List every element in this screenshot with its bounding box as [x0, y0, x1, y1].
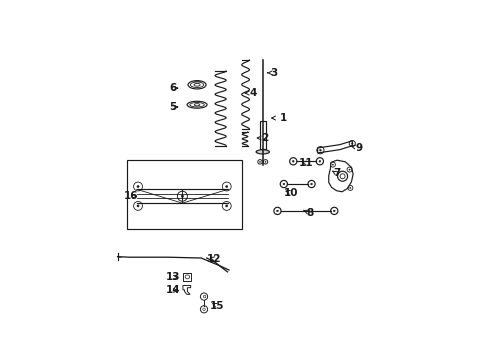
Ellipse shape [349, 169, 350, 170]
Text: 11: 11 [299, 158, 313, 168]
Text: 14: 14 [166, 285, 180, 296]
Text: 4: 4 [245, 88, 256, 98]
Ellipse shape [137, 205, 139, 207]
Ellipse shape [276, 210, 278, 212]
Text: 13: 13 [166, 273, 180, 283]
Text: 15: 15 [210, 301, 224, 311]
Text: 10: 10 [284, 188, 298, 198]
Text: 6: 6 [170, 83, 177, 93]
Ellipse shape [259, 161, 261, 162]
Text: 8: 8 [303, 208, 314, 218]
Ellipse shape [283, 183, 285, 185]
Ellipse shape [333, 210, 335, 212]
Ellipse shape [137, 185, 139, 188]
Ellipse shape [311, 183, 313, 185]
Text: 9: 9 [351, 143, 363, 153]
Text: 2: 2 [257, 133, 269, 143]
Ellipse shape [293, 161, 294, 162]
Text: 1: 1 [271, 113, 288, 123]
Ellipse shape [332, 164, 334, 165]
Ellipse shape [265, 161, 266, 162]
Ellipse shape [225, 185, 228, 188]
Ellipse shape [319, 161, 321, 162]
Ellipse shape [225, 205, 228, 207]
Text: 3: 3 [268, 68, 277, 78]
Text: 16: 16 [124, 191, 139, 201]
Ellipse shape [181, 195, 184, 198]
Text: 5: 5 [170, 102, 177, 112]
Ellipse shape [351, 143, 353, 144]
Text: 7: 7 [333, 168, 340, 179]
Ellipse shape [350, 187, 351, 189]
Ellipse shape [319, 149, 321, 151]
Text: 12: 12 [207, 254, 222, 264]
